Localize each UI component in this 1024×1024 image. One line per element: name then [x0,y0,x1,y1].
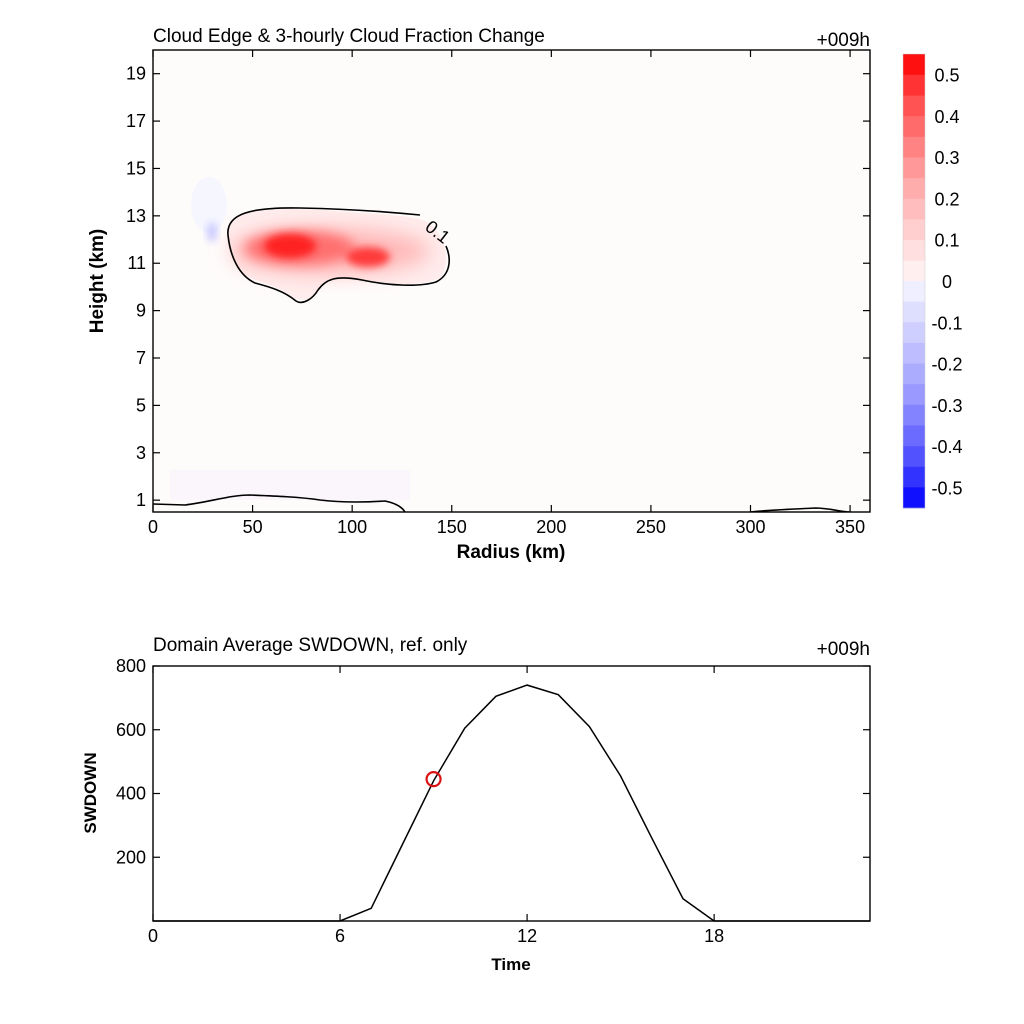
colorbar-tick-label: -0.2 [931,355,962,375]
colorbar-swatch [903,342,925,364]
swdown-series-line [153,684,870,922]
y-tick-label: 600 [116,720,146,740]
current-time-marker [425,771,442,788]
colorbar-tick-label: -0.4 [931,437,962,457]
heatmap-field [153,177,851,512]
colorbar-swatch [903,301,925,323]
colorbar-swatch [903,198,925,220]
heatmap-y-axis-label: Height (km) [87,229,108,334]
cloud-core-primary [264,234,316,258]
colorbar-swatch [903,219,925,241]
colorbar-swatch [903,177,925,199]
colorbar-tick-label: -0.3 [931,396,962,416]
x-tick-label: 12 [517,926,537,946]
colorbar-swatch [903,74,925,96]
line-panel: 0 6 12 18 200 400 600 800 Domain Average SWDOW… [81,635,871,974]
colorbar-swatch [903,260,925,282]
x-tick-label: 150 [437,517,467,537]
colorbar-tick-label: 0.5 [934,66,959,86]
contour-upper-cloud [227,207,450,304]
colorbar-tick-label: -0.5 [931,478,962,498]
colorbar-tick-label: 0 [942,272,952,292]
contour-far-field [749,507,851,512]
line-time-label: +009h [817,639,870,660]
line-title: Domain Average SWDOWN, ref. only [153,635,468,656]
y-tick-label: 11 [127,253,146,273]
line-x-ticks: 0 6 12 18 [148,666,724,946]
x-tick-label: 100 [337,517,367,537]
colorbar-swatch [903,115,925,137]
y-tick-label: 15 [126,158,146,178]
y-tick-label: 800 [116,656,146,676]
line-x-axis-label: Time [491,955,530,974]
colorbar-swatch [903,363,925,385]
x-tick-label: 250 [636,517,666,537]
line-y-axis-label: SWDOWN [81,752,100,833]
heatmap-title: Cloud Edge & 3-hourly Cloud Fraction Cha… [153,26,545,47]
line-y-ticks: 200 400 600 800 [116,656,870,867]
colorbar-tick-label: 0.2 [934,189,959,209]
y-tick-label: 400 [116,784,146,804]
x-tick-label: 0 [148,926,158,946]
colorbar-frame [902,53,926,509]
cloud-core-secondary [346,247,390,267]
colorbar-swatch [903,95,925,117]
colorbar-swatch [903,404,925,426]
negative-patch [191,177,227,233]
colorbar-tick-label: -0.1 [931,313,962,333]
contour-low-level [153,494,406,512]
colorbar-swatch [903,54,925,75]
colorbar-swatch [903,425,925,447]
y-tick-label: 7 [136,348,146,368]
negative-core [207,222,217,242]
y-tick-label: 5 [136,395,146,415]
y-tick-label: 17 [126,111,146,131]
heatmap-time-label: +009h [817,30,870,51]
heatmap-x-axis-label: Radius (km) [457,542,566,563]
colorbar-swatch [903,136,925,158]
colorbar-swatch [903,322,925,344]
heatmap-frame [152,49,871,513]
x-tick-label: 6 [335,926,345,946]
heatmap-panel: 0.1 0 50 100 150 200 250 300 350 13579111315171… [87,26,963,563]
x-tick-label: 0 [148,517,158,537]
colorbar-swatch [903,157,925,179]
y-tick-label: 200 [116,847,146,867]
heatmap-x-ticks: 0 50 100 150 200 250 300 350 [148,50,865,537]
y-tick-label: 13 [126,206,146,226]
x-tick-label: 50 [243,517,263,537]
colorbar-swatch [903,384,925,406]
x-tick-label: 200 [536,517,566,537]
x-tick-label: 350 [835,517,865,537]
colorbar-swatch [903,466,925,488]
x-tick-label: 300 [735,517,765,537]
colorbar-tick-label: 0.3 [934,148,959,168]
line-plot-frame [152,665,871,922]
colorbar-swatch [903,281,925,302]
y-tick-label: 3 [136,443,146,463]
y-tick-label: 1 [136,490,146,510]
colorbar-swatch [903,487,925,509]
y-tick-label: 19 [126,64,146,84]
colorbar: 0.5 0.4 0.3 0.2 0.1 0 -0.1 -0.2 -0.3 -0.4 -0.5 [902,53,963,509]
colorbar-tick-label: 0.4 [934,107,959,127]
colorbar-tick-label: 0.1 [934,231,959,251]
colorbar-swatch [903,239,925,261]
x-tick-label: 18 [704,926,724,946]
colorbar-swatch [903,446,925,468]
low-level-band [170,470,410,500]
y-tick-label: 9 [136,301,146,321]
